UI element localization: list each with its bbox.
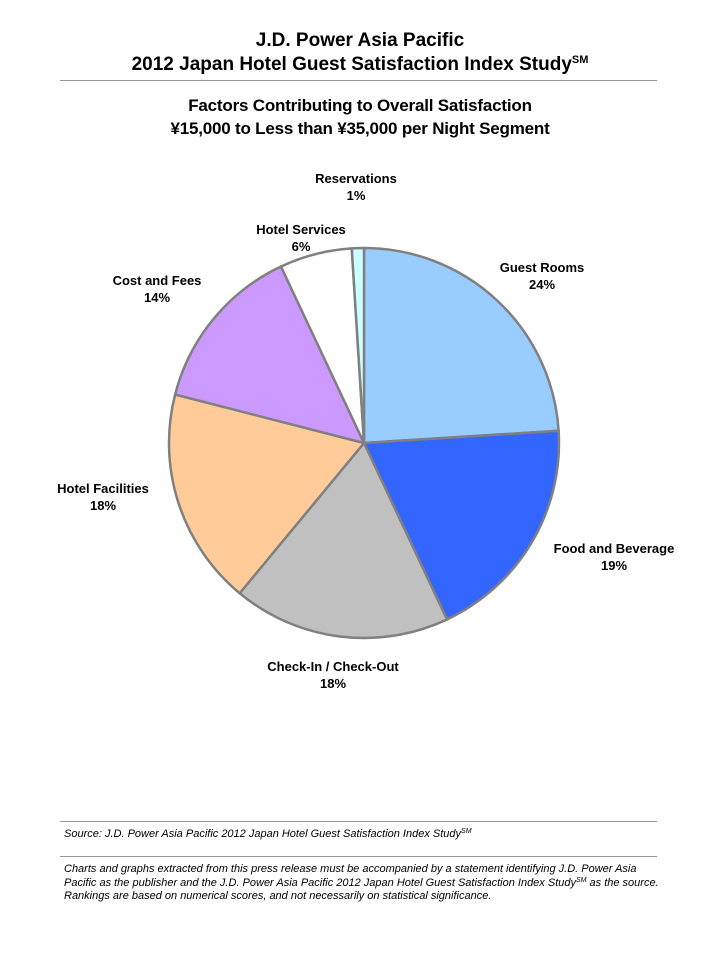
source-note: Source: J.D. Power Asia Pacific 2012 Jap… [64,827,472,841]
disclaimer-text-a: Charts and graphs extracted from this pr… [64,863,637,889]
slice-value-cost-and-fees: 14% [144,290,170,305]
slice-label-food-and-beverage: Food and Beverage [554,541,675,556]
disclaimer: Charts and graphs extracted from this pr… [64,863,664,904]
pie-labels: Guest Rooms 24% Food and Beverage 19% Check-… [57,171,674,691]
pie-slices [167,246,561,640]
disclaimer-text-b: as the source. Rankings are based on num… [64,876,659,903]
slice-label-reservations: Reservations [315,171,397,186]
slice-label-guest-rooms: Guest Rooms [500,260,585,275]
header-title-line1: J.D. Power Asia Pacific [255,30,465,51]
pie-slice-cost-and-fees [173,265,366,445]
disclaimer-service-mark: SM [575,876,587,884]
slice-value-reservations: 1% [347,188,366,203]
slice-label-cost-and-fees: Cost and Fees [113,273,202,288]
service-mark: SM [571,54,589,66]
slice-value-hotel-facilities: 18% [90,498,116,513]
pie-slice-guest-rooms [362,246,560,445]
source-divider-top [60,821,657,822]
chart-title: Factors Contributing to Overall Satisfac… [188,96,532,115]
source-divider-bottom [60,856,657,857]
header-title-text: 2012 Japan Hotel Guest Satisfaction Inde… [131,54,572,75]
slice-label-hotel-facilities: Hotel Facilities [57,481,149,496]
pie-slice-check-in-check-out [238,441,449,640]
source-text: Source: J.D. Power Asia Pacific 2012 Jap… [64,828,462,840]
header-divider [60,80,657,81]
slice-value-food-and-beverage: 19% [601,558,627,573]
slice-value-hotel-services: 6% [292,239,311,254]
source-service-mark: SM [461,828,472,835]
pie-slice-reservations [350,246,366,445]
slice-label-hotel-services: Hotel Services [256,222,346,237]
pie-slice-hotel-facilities [167,393,366,595]
header-title-line2: 2012 Japan Hotel Guest Satisfaction Inde… [0,54,720,76]
slice-label-check-in-check-out: Check-In / Check-Out [267,659,399,674]
slice-value-check-in-check-out: 18% [320,676,346,691]
slice-value-guest-rooms: 24% [529,277,555,292]
pie-slice-food-and-beverage [362,429,561,621]
chart-subtitle: ¥15,000 to Less than ¥35,000 per Night S… [170,119,550,138]
